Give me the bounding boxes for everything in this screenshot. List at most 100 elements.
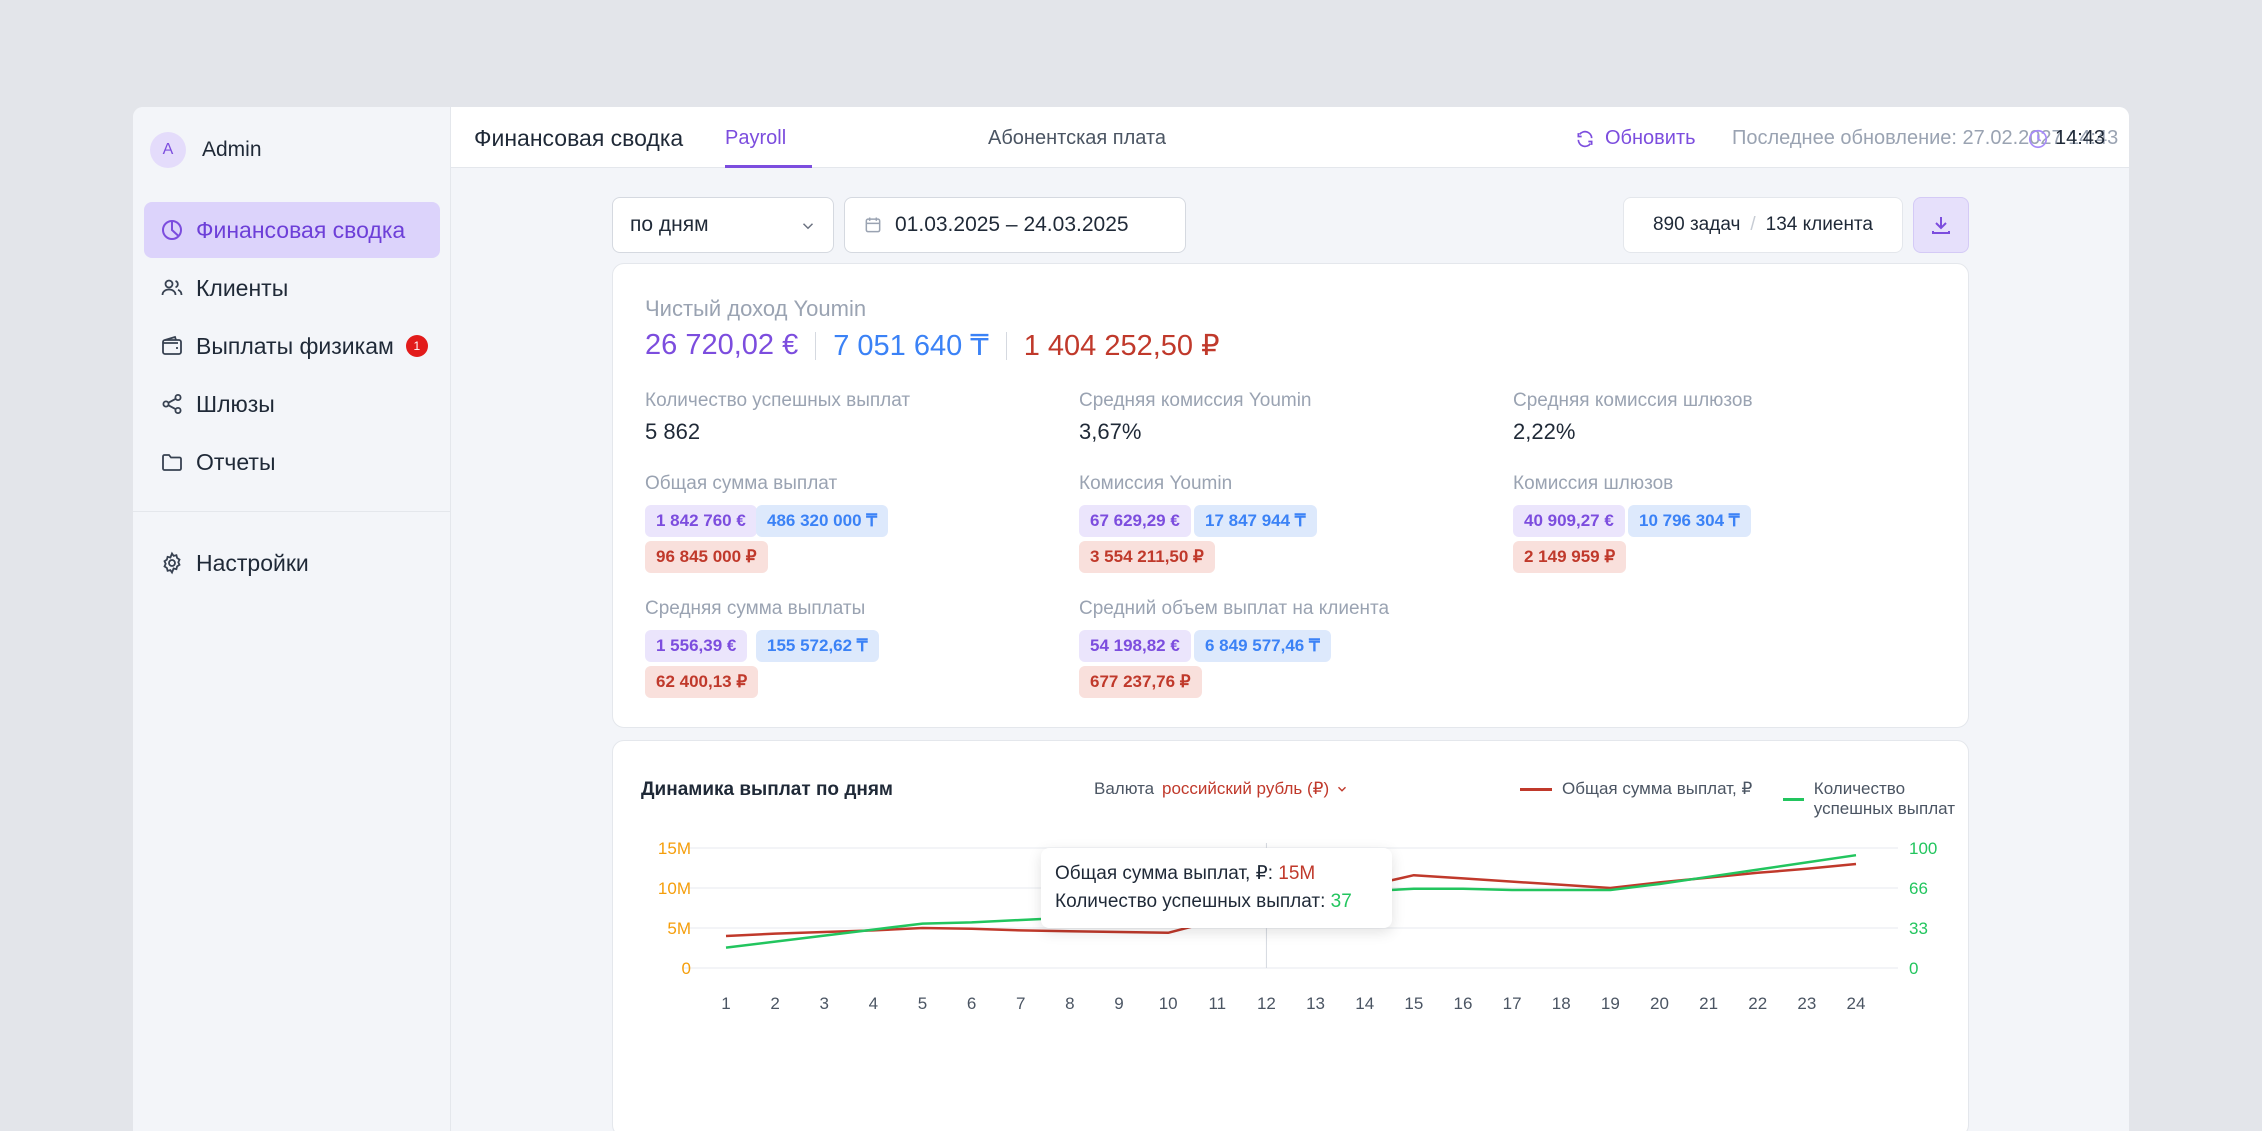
total-payouts-eur: 1 842 760 € bbox=[645, 505, 757, 537]
net-income-eur: 26 720,02 € bbox=[645, 329, 799, 361]
app-window: A Admin Финансовая сводка Клиенты Выплат… bbox=[133, 107, 2129, 1131]
user-name: Admin bbox=[202, 138, 262, 161]
user-profile[interactable]: A Admin bbox=[150, 132, 262, 168]
avg-payout-label: Средняя сумма выплаты bbox=[645, 598, 866, 619]
period-value: по дням bbox=[630, 213, 709, 236]
refresh-label: Обновить bbox=[1605, 127, 1696, 149]
commission-youmin-label: Комиссия Youmin bbox=[1079, 473, 1233, 494]
net-income-rub: 1 404 252,50 ₽ bbox=[1023, 330, 1220, 362]
sidebar-item-label: Клиенты bbox=[196, 274, 289, 301]
currency-value: российский рубль (₽) bbox=[1162, 779, 1330, 798]
sidebar-item-gateways[interactable]: Шлюзы bbox=[144, 376, 440, 432]
x-tick-label: 12 bbox=[1257, 994, 1276, 1013]
avg-per-client-eur: 54 198,82 € bbox=[1079, 630, 1191, 662]
y-left-tick-label: 15M bbox=[658, 839, 691, 858]
users-icon bbox=[160, 276, 184, 300]
tasks-clients-counter: 890 задач / 134 клиента bbox=[1623, 197, 1903, 253]
total-payouts-label: Общая сумма выплат bbox=[645, 473, 838, 494]
sidebar-item-financial-summary[interactable]: Финансовая сводка bbox=[144, 202, 440, 258]
top-bar: Финансовая сводка Payroll Абонентская пл… bbox=[451, 107, 2129, 168]
share-icon bbox=[160, 392, 184, 416]
divider bbox=[1005, 331, 1007, 360]
y-right-tick-label: 100 bbox=[1909, 839, 1937, 858]
x-tick-label: 8 bbox=[1065, 994, 1074, 1013]
avg-commission-gateways-label: Средняя комиссия шлюзов bbox=[1513, 390, 1753, 411]
clock-icon bbox=[2028, 129, 2048, 148]
sidebar-item-label: Отчеты bbox=[196, 448, 276, 475]
legend-item-sum[interactable]: Общая сумма выплат, ₽ bbox=[1520, 779, 1752, 799]
chart-tooltip: Общая сумма выплат, ₽: 15M Количество ус… bbox=[1041, 848, 1392, 928]
download-button[interactable] bbox=[1913, 197, 1969, 253]
x-tick-label: 16 bbox=[1453, 994, 1472, 1013]
clients-count: 134 клиента bbox=[1765, 214, 1873, 235]
x-tick-label: 24 bbox=[1847, 994, 1866, 1013]
download-icon bbox=[1932, 217, 1950, 234]
x-tick-label: 11 bbox=[1208, 994, 1226, 1013]
date-range-picker[interactable]: 01.03.2025 – 24.03.2025 bbox=[844, 197, 1186, 253]
chart-card: Динамика выплат по дням Валюта российски… bbox=[612, 740, 1969, 1131]
commission-youmin-kzt: 17 847 944 ₸ bbox=[1194, 505, 1317, 537]
commission-gateways-eur: 40 909,27 € bbox=[1513, 505, 1625, 537]
calendar-icon bbox=[865, 217, 881, 233]
y-left-tick-label: 10M bbox=[658, 879, 691, 898]
sidebar-item-clients[interactable]: Клиенты bbox=[144, 260, 440, 316]
x-tick-label: 10 bbox=[1159, 994, 1178, 1013]
currency-select[interactable]: российский рубль (₽) bbox=[1162, 779, 1349, 799]
y-right-tick-label: 33 bbox=[1909, 919, 1928, 938]
x-tick-label: 13 bbox=[1306, 994, 1325, 1013]
legend-label: Общая сумма выплат, ₽ bbox=[1562, 779, 1753, 798]
page-title: Финансовая сводка bbox=[474, 125, 684, 151]
tab-payroll[interactable]: Payroll bbox=[725, 127, 787, 149]
avg-per-client-kzt: 6 849 577,46 ₸ bbox=[1194, 630, 1331, 662]
sidebar-item-settings[interactable]: Настройки bbox=[144, 535, 440, 591]
sidebar-item-reports[interactable]: Отчеты bbox=[144, 434, 440, 490]
x-tick-label: 14 bbox=[1355, 994, 1374, 1013]
currency-label: Валюта bbox=[1094, 779, 1155, 798]
total-payouts-rub: 96 845 000 ₽ bbox=[645, 541, 768, 573]
x-tick-label: 17 bbox=[1503, 994, 1522, 1013]
tooltip-count-value: 37 bbox=[1330, 891, 1352, 912]
legend-swatch bbox=[1520, 787, 1552, 791]
chart-title: Динамика выплат по дням bbox=[641, 779, 893, 800]
y-right-tick-label: 66 bbox=[1909, 879, 1928, 898]
success-count-value: 5 862 bbox=[645, 419, 701, 444]
x-tick-label: 19 bbox=[1601, 994, 1620, 1013]
x-tick-label: 2 bbox=[770, 994, 779, 1013]
date-range-value: 01.03.2025 – 24.03.2025 bbox=[895, 213, 1129, 236]
sidebar-item-label: Шлюзы bbox=[196, 390, 275, 417]
refresh-icon bbox=[1577, 130, 1593, 147]
x-tick-label: 7 bbox=[1016, 994, 1025, 1013]
tasks-count: 890 задач bbox=[1652, 214, 1741, 235]
x-tick-label: 5 bbox=[918, 994, 927, 1013]
chevron-down-icon bbox=[802, 223, 814, 230]
sidebar-item-payouts[interactable]: Выплаты физикам 1 bbox=[144, 318, 440, 374]
avg-payout-kzt: 155 572,62 ₸ bbox=[756, 630, 879, 662]
divider bbox=[815, 331, 817, 360]
refresh-button[interactable]: Обновить bbox=[1575, 127, 1696, 150]
legend-item-count[interactable]: Количество успешных выплат bbox=[1783, 779, 1968, 819]
x-tick-label: 15 bbox=[1404, 994, 1423, 1013]
separator: / bbox=[1750, 214, 1756, 235]
last-update-text: Последнее обновление: 27.02.2027 14:43 bbox=[1732, 127, 2119, 149]
avg-commission-gateways-value: 2,22% bbox=[1513, 419, 1576, 444]
sidebar-item-label: Настройки bbox=[196, 549, 309, 576]
period-select[interactable]: по дням bbox=[612, 197, 834, 253]
x-tick-label: 20 bbox=[1650, 994, 1669, 1013]
current-time: 14:43 bbox=[2027, 127, 2105, 150]
notification-badge: 1 bbox=[405, 335, 428, 357]
net-income-label: Чистый доход Youmin bbox=[645, 296, 867, 321]
pie-chart-icon bbox=[160, 218, 184, 242]
sidebar-item-label: Выплаты физикам bbox=[196, 332, 394, 359]
y-left-tick-label: 0 bbox=[682, 959, 691, 978]
tab-subscription-fee[interactable]: Абонентская плата bbox=[988, 127, 1167, 149]
x-tick-label: 22 bbox=[1748, 994, 1767, 1013]
avg-per-client-label: Средний объем выплат на клиента bbox=[1079, 598, 1390, 619]
sidebar-item-label: Финансовая сводка bbox=[196, 216, 406, 243]
x-tick-label: 4 bbox=[869, 994, 878, 1013]
folder-icon bbox=[160, 450, 184, 474]
tooltip-sum-row: Общая сумма выплат, ₽: 15M bbox=[1055, 860, 1378, 888]
commission-gateways-kzt: 10 796 304 ₸ bbox=[1628, 505, 1751, 537]
legend-label: Количество успешных выплат bbox=[1813, 779, 1955, 818]
x-tick-label: 6 bbox=[967, 994, 976, 1013]
avg-commission-youmin-value: 3,67% bbox=[1079, 419, 1142, 444]
